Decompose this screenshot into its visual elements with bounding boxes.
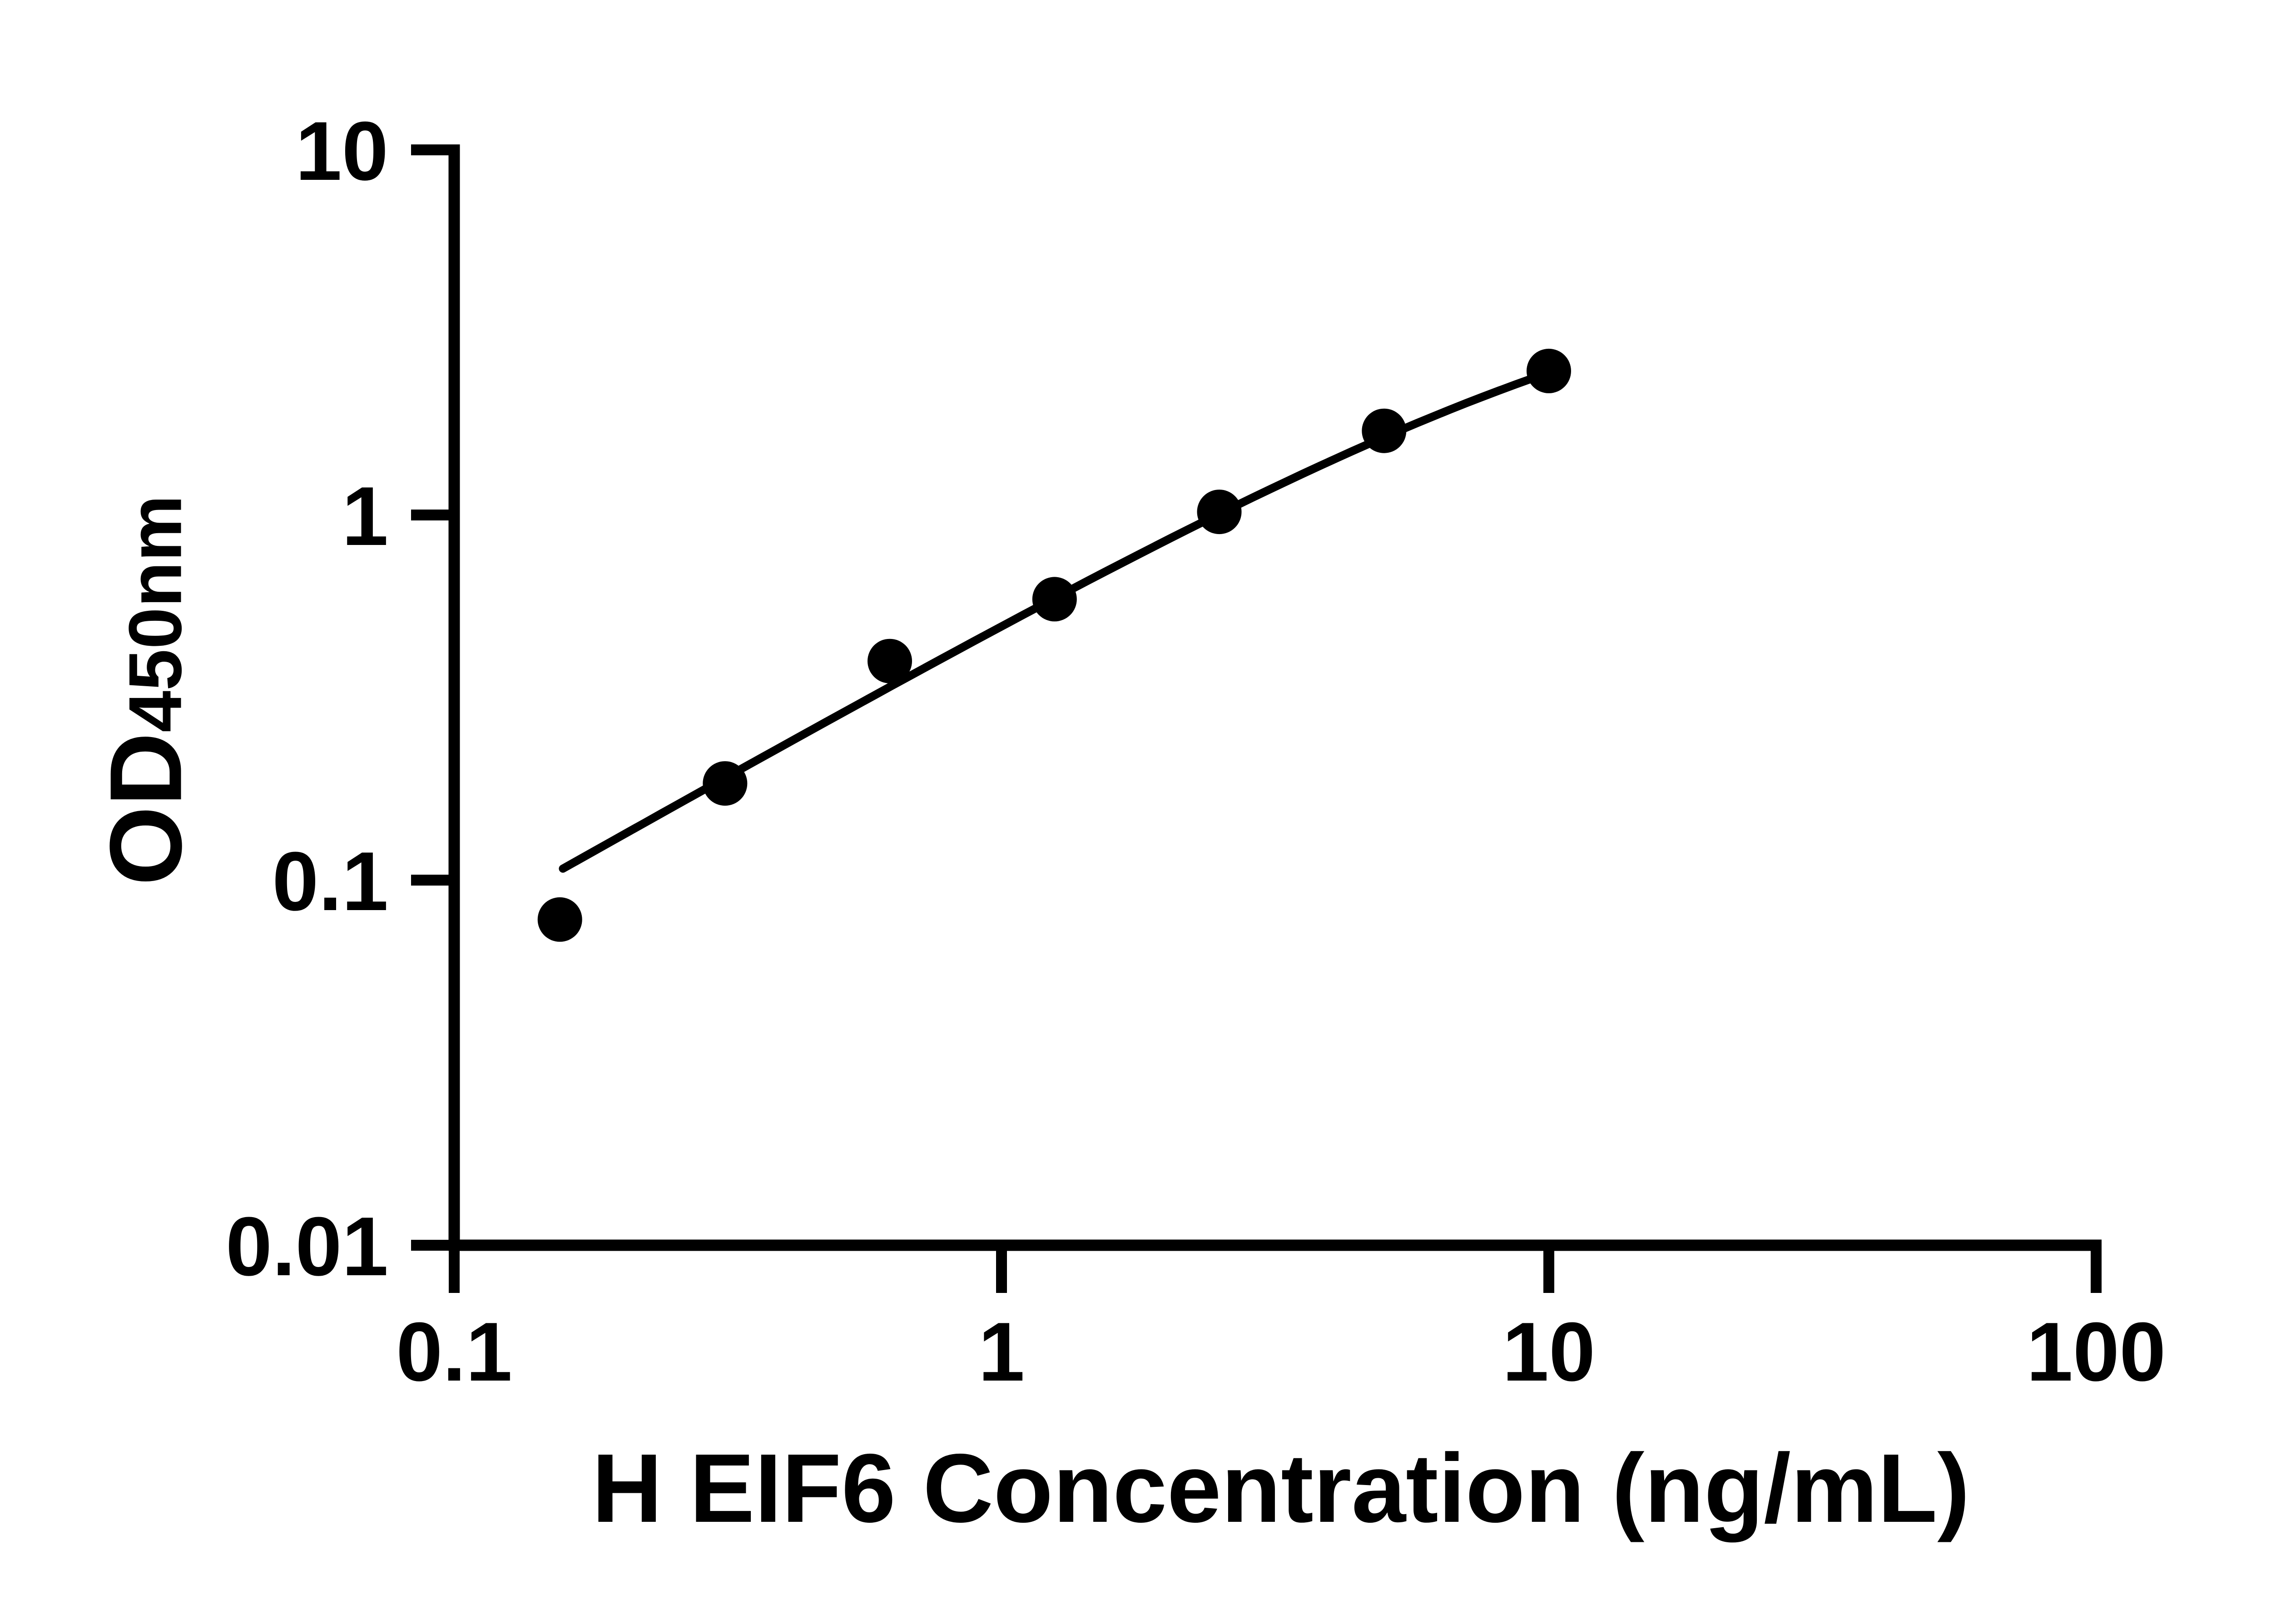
data-point — [537, 897, 582, 942]
x-axis-title: H EIF6 Concentration (ng/mL) — [592, 1433, 1970, 1543]
y-tick-label: 1 — [342, 469, 388, 563]
y-tick-label: 0.1 — [272, 834, 388, 928]
x-tick-label: 1 — [978, 1305, 1025, 1398]
data-point — [1527, 348, 1571, 393]
data-point — [868, 639, 912, 683]
x-tick-label: 100 — [2027, 1305, 2166, 1398]
y-tick-label: 0.01 — [226, 1199, 388, 1293]
y-axis-title-subscript: 450nm — [113, 495, 197, 733]
data-point — [1032, 577, 1077, 622]
y-tick-label: 10 — [295, 104, 388, 198]
y-axis-title-main: OD — [88, 732, 203, 886]
x-tick-label: 0.1 — [396, 1305, 512, 1398]
data-point — [1362, 408, 1407, 453]
y-axis-title: OD450nm — [89, 495, 203, 886]
data-point — [1197, 490, 1242, 535]
x-tick-label: 10 — [1502, 1305, 1596, 1398]
data-point — [703, 761, 748, 806]
